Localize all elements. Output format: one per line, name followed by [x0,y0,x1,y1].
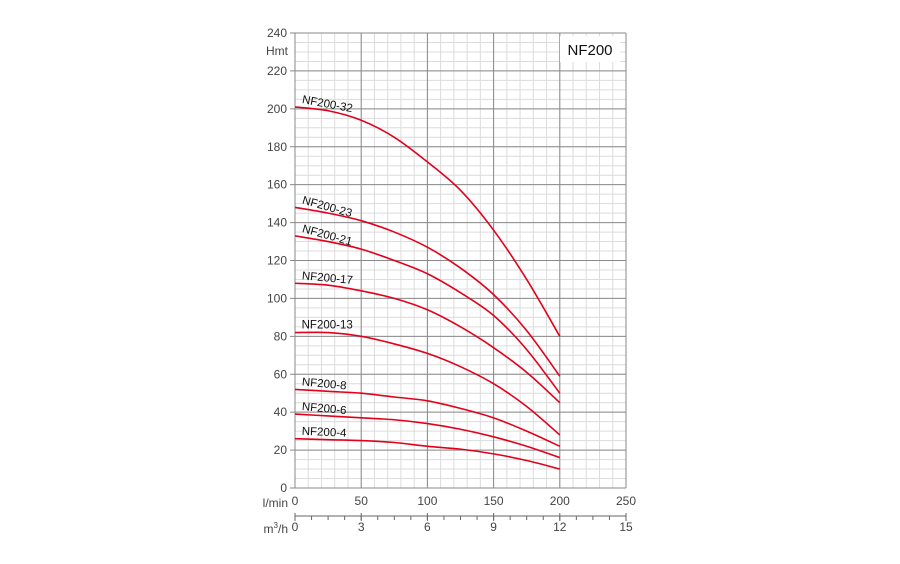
y-tick-label: 20 [274,443,288,457]
curve-label: NF200-13 [302,320,353,332]
y-tick-label: 240 [267,26,287,40]
chart-title: NF200 [567,42,612,59]
x2-tick-label: 15 [619,520,633,534]
curve-label: NF200-4 [301,426,347,440]
x-axis-label: l/min [263,496,288,510]
curve-label: NF200-8 [301,376,347,392]
y-tick-label: 80 [274,329,288,343]
y-tick-label: 180 [267,140,287,154]
curve-nf200-17 [294,282,561,404]
y-tick-label: 100 [267,291,287,305]
x2-axis-label: m3/h [264,521,288,536]
y-tick-label: 0 [280,481,287,495]
curve-label: NF200-17 [301,270,353,287]
y-tick-label: 60 [274,367,288,381]
x-tick-label: 0 [292,494,299,508]
grid [290,32,627,489]
curve-nf200-6 [294,413,561,459]
x2-tick-label: 12 [553,520,567,534]
y-axis-label: Hmt [266,44,289,58]
x2-tick-label: 3 [358,520,365,534]
x2-tick-label: 0 [292,520,299,534]
x2-axis-label-sup: 3 [274,521,279,530]
y-tick-label: 160 [267,178,287,192]
title-box [560,36,620,62]
curve-nf200-8 [294,388,561,448]
x-tick-label: 50 [355,494,369,508]
x-tick-label: 250 [616,494,636,508]
y-tick-label: 40 [274,405,288,419]
y-tick-label: 220 [267,64,287,78]
x-tick-label: 150 [484,494,504,508]
x2-axis-label-h: /h [278,522,288,536]
x-tick-label: 200 [550,494,570,508]
y-tick-label: 140 [267,216,287,230]
y-tick-label: 200 [267,102,287,116]
x2-tick-label: 6 [424,520,431,534]
curve-nf200-21 [294,235,561,394]
axes: 0 50 100 150 200 2500204060801001201401601802… [267,26,636,534]
curve-nf200-32 [294,106,561,337]
curve-label: NF200-32 [301,94,353,115]
curve-nf200-23 [294,206,561,377]
x-tick-label: 100 [417,494,437,508]
x2-axis-label-m: m [264,522,274,536]
x2-tick-label: 9 [490,520,497,534]
y-tick-label: 120 [267,254,287,268]
curve-nf200-13 [294,331,561,436]
curve-label: NF200-6 [301,401,347,417]
curve-nf200-4 [294,437,560,470]
